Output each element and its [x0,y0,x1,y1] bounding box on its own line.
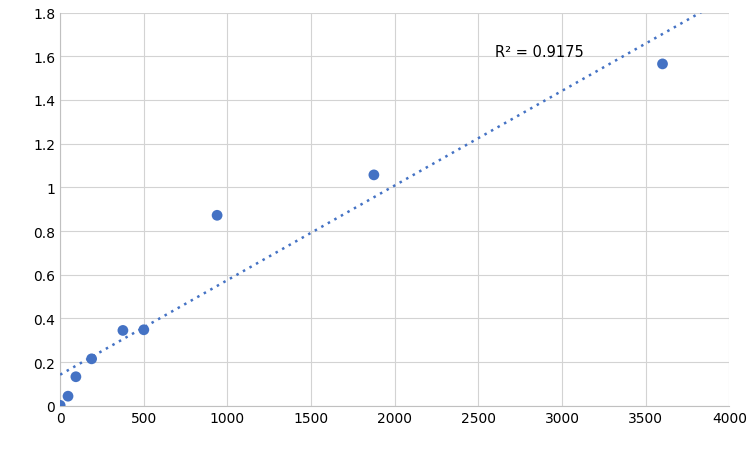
Point [54,402,66,409]
Point [138,327,150,334]
Point [62,393,74,400]
Point [368,172,380,179]
Point [86,355,98,363]
Point [211,212,223,220]
Point [117,327,129,334]
Point [656,61,669,69]
Point [70,373,82,381]
Text: R² = 0.9175: R² = 0.9175 [495,45,584,60]
